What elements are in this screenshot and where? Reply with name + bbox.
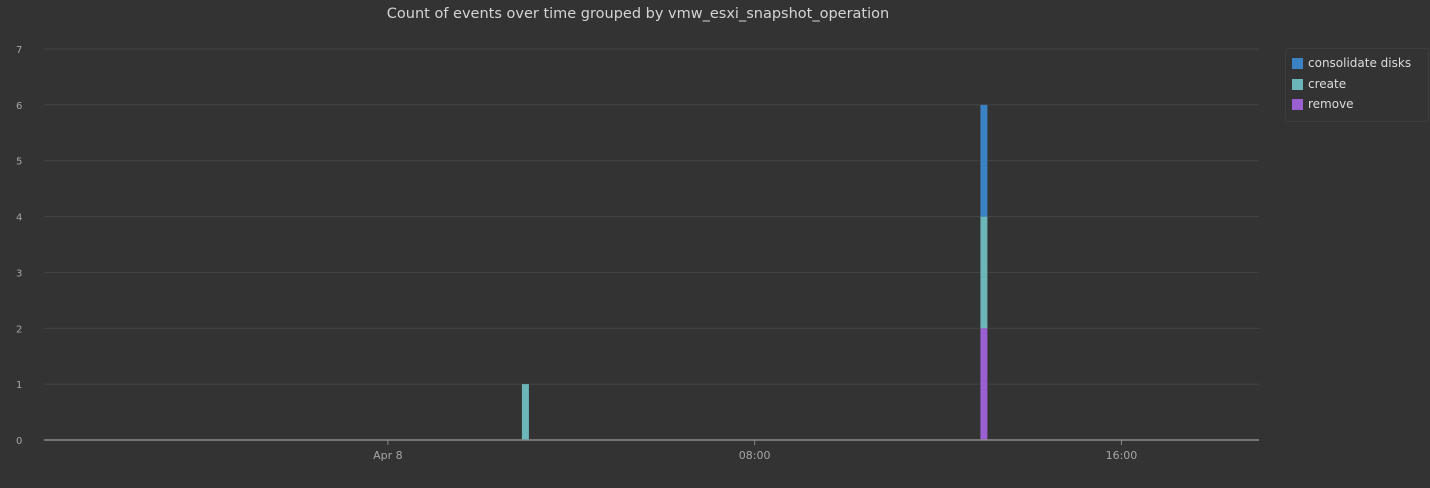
legend-label: consolidate disks	[1308, 56, 1412, 70]
y-tick-label: 5	[16, 157, 22, 168]
x-tick-label: 16:00	[1106, 449, 1138, 462]
y-tick-label: 1	[16, 380, 22, 391]
legend-item-create[interactable]: create	[1292, 77, 1346, 91]
x-tick-label: 08:00	[739, 449, 771, 462]
legend-swatch	[1292, 98, 1303, 110]
bar-segment	[980, 216, 988, 329]
y-tick-label: 4	[16, 213, 22, 224]
legend-item-remove[interactable]: remove	[1292, 97, 1354, 111]
bar-segment	[980, 328, 988, 440]
legend-label: remove	[1308, 97, 1354, 111]
legend-label: create	[1308, 77, 1347, 91]
legend-swatch	[1292, 57, 1303, 69]
y-tick-label: 3	[16, 268, 22, 279]
y-tick-label: 7	[16, 45, 22, 56]
legend-item-consolidate-disks[interactable]: consolidate disks	[1292, 56, 1411, 70]
bar-segment	[980, 104, 988, 217]
bar-segment	[521, 384, 529, 440]
legend: consolidate disks create remove	[1285, 48, 1429, 122]
y-tick-label: 6	[16, 101, 22, 112]
x-tick-label: Apr 8	[373, 449, 403, 462]
legend-swatch	[1292, 78, 1303, 90]
y-tick-label: 2	[16, 324, 22, 335]
chart-title: Count of events over time grouped by vmw…	[386, 6, 890, 22]
y-tick-label: 0	[16, 436, 22, 447]
